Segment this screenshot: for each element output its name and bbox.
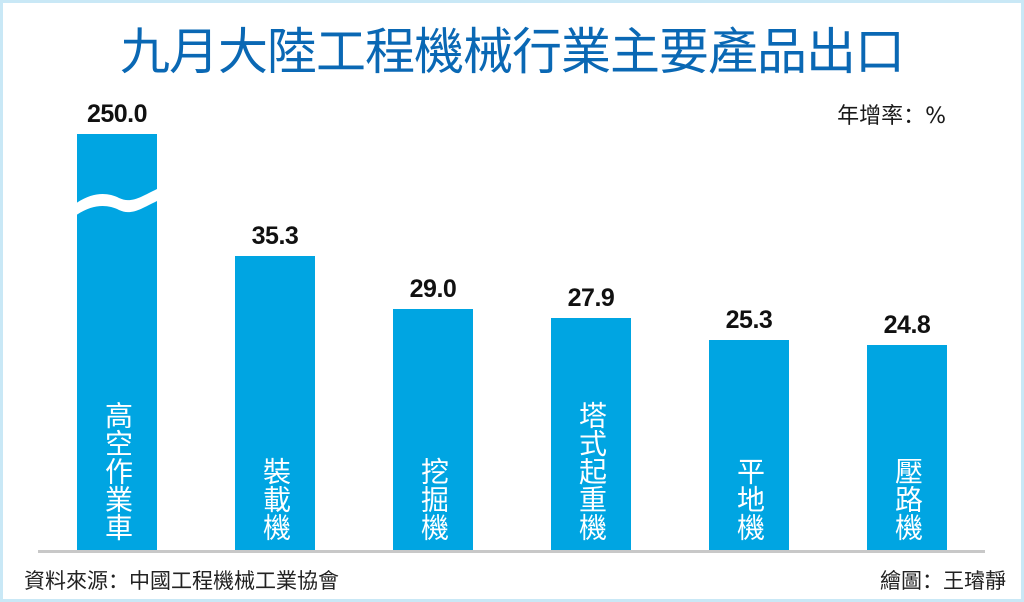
bar-road-roller: 壓路機 bbox=[867, 345, 947, 551]
bar-value: 35.3 bbox=[251, 222, 299, 250]
bar-value: 27.9 bbox=[567, 284, 615, 312]
chart-title: 九月大陸工程機械行業主要產品出口 bbox=[120, 23, 905, 81]
bar-label: 塔式起重機 bbox=[575, 401, 608, 541]
bar-aerial-work-vehicle: 高空作業車 bbox=[77, 134, 157, 551]
source-note: 資料來源：中國工程機械工業協會 bbox=[24, 569, 339, 593]
bar-label: 平地機 bbox=[733, 457, 766, 541]
bar-loader: 裝載機 bbox=[235, 256, 315, 551]
bar-label: 高空作業車 bbox=[101, 401, 134, 541]
credit-note: 繪圖：王璿靜 bbox=[880, 569, 1006, 593]
axis-break-wave-icon bbox=[77, 188, 157, 215]
bar-label: 裝載機 bbox=[259, 457, 292, 541]
x-axis-baseline bbox=[38, 550, 985, 553]
bar-grader: 平地機 bbox=[709, 340, 789, 551]
bar-label: 壓路機 bbox=[891, 457, 924, 541]
bar-value: 24.8 bbox=[883, 311, 931, 339]
unit-label: 年增率：% bbox=[837, 104, 946, 129]
bar-value: 250.0 bbox=[86, 100, 148, 128]
bar-excavator: 挖掘機 bbox=[393, 309, 473, 551]
bar-value: 29.0 bbox=[409, 275, 457, 303]
bar-label: 挖掘機 bbox=[417, 457, 450, 541]
bar-tower-crane: 塔式起重機 bbox=[551, 318, 631, 551]
bar-value: 25.3 bbox=[725, 306, 773, 334]
